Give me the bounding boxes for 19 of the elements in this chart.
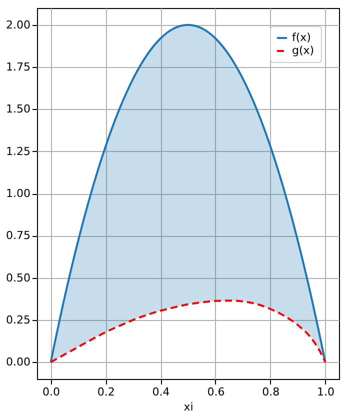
y-tick-label: 0.00 bbox=[6, 356, 30, 369]
legend-label: g(x) bbox=[292, 44, 314, 57]
y-tick-label: 0.25 bbox=[6, 313, 30, 326]
x-tick-label: 0.8 bbox=[262, 386, 280, 398]
line-series bbox=[50, 300, 326, 364]
y-tick-label: 0.50 bbox=[6, 271, 30, 284]
y-tick-label: 0.75 bbox=[6, 229, 30, 242]
y-tick-label: 1.50 bbox=[6, 102, 30, 116]
x-tick-label: 0.0 bbox=[42, 386, 60, 398]
legend-label: f(x) bbox=[292, 31, 311, 44]
x-axis-title: xi bbox=[184, 400, 194, 414]
y-tick-label: 1.75 bbox=[6, 60, 30, 74]
y-tick-label: 1.00 bbox=[6, 187, 30, 200]
x-tick-label: 0.2 bbox=[97, 386, 115, 398]
x-tick-label: 0.4 bbox=[152, 386, 170, 398]
y-tick-label: 2.00 bbox=[6, 18, 30, 32]
x-tick-label: 1.0 bbox=[317, 386, 335, 398]
x-tick-label: 0.6 bbox=[207, 386, 225, 398]
y-tick-label: 1.25 bbox=[6, 144, 30, 158]
